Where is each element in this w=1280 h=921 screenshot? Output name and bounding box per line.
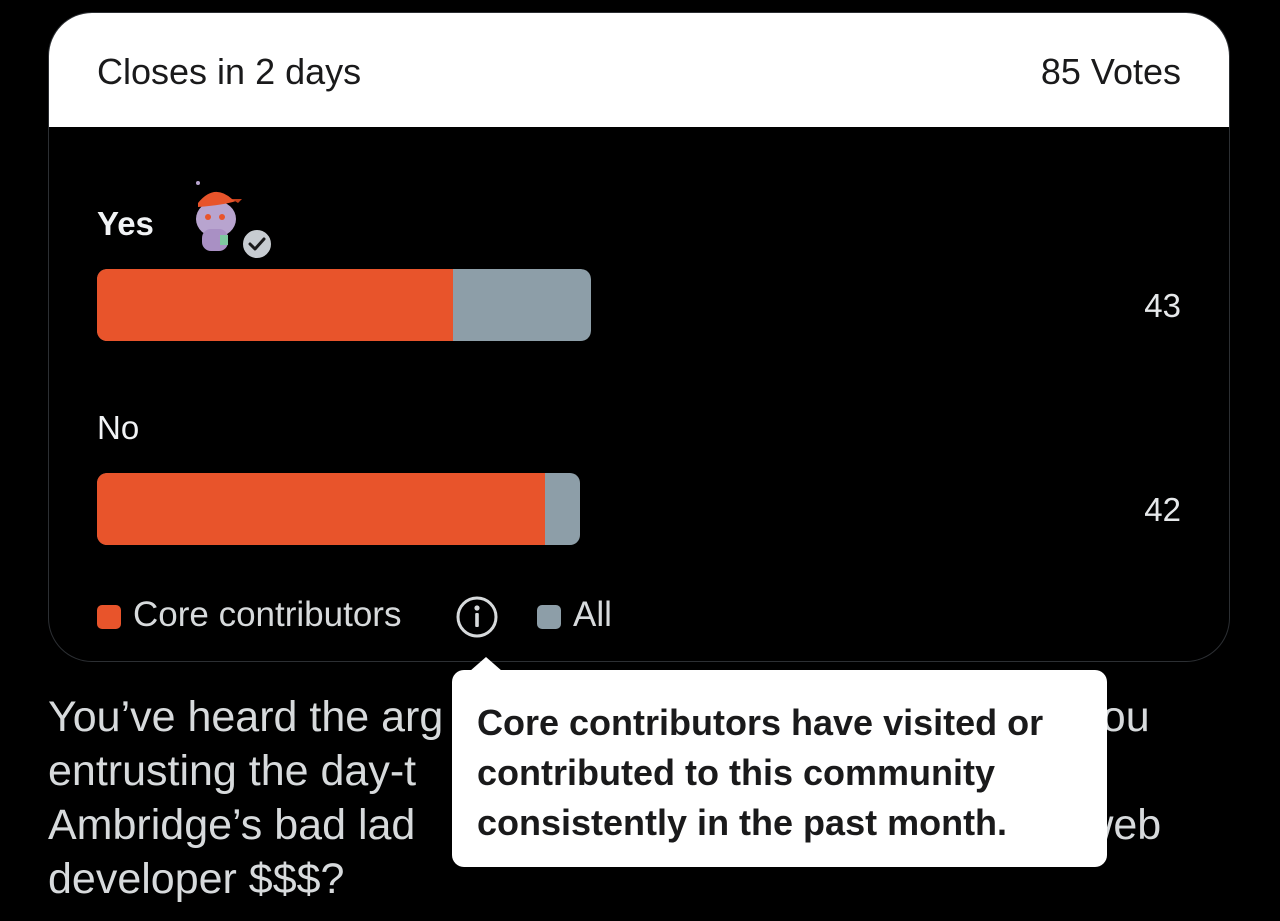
poll-bar-core-fill (97, 269, 453, 341)
core-contributors-tooltip: Core contributors have visited or contri… (452, 670, 1107, 867)
avatar (184, 177, 274, 267)
post-body-line: Ambridge’s bad lad (48, 801, 416, 849)
legend-core-swatch (97, 605, 121, 629)
poll-option-count: 42 (1144, 491, 1181, 528)
legend-all-label: All (573, 595, 612, 634)
poll-bar-core-fill (97, 473, 545, 545)
legend-core-label: Core contributors (133, 595, 402, 634)
tooltip-arrow (470, 657, 502, 671)
poll-card: Closes in 2 days 85 Votes Yes 43 No 42 (48, 12, 1230, 662)
post-body-line: entrusting the day-t (48, 747, 417, 795)
legend-all-swatch (537, 605, 561, 629)
verified-check-icon (241, 228, 273, 260)
post-body-line: developer $$$? (48, 855, 345, 903)
snoo-avatar-icon (196, 181, 242, 251)
poll-votes-count: 85 Votes (1040, 51, 1181, 92)
info-icon[interactable] (455, 595, 499, 639)
poll-option-bar (97, 473, 591, 545)
poll-option-bar (97, 269, 591, 341)
post-body-line: You’ve heard the arg (48, 693, 444, 741)
poll-closes-text: Closes in 2 days (97, 51, 362, 92)
poll-header: Closes in 2 days 85 Votes (49, 13, 1229, 127)
poll-option-label: No (97, 409, 140, 446)
poll-option-count: 43 (1144, 287, 1181, 324)
poll-option-label: Yes (97, 205, 154, 242)
